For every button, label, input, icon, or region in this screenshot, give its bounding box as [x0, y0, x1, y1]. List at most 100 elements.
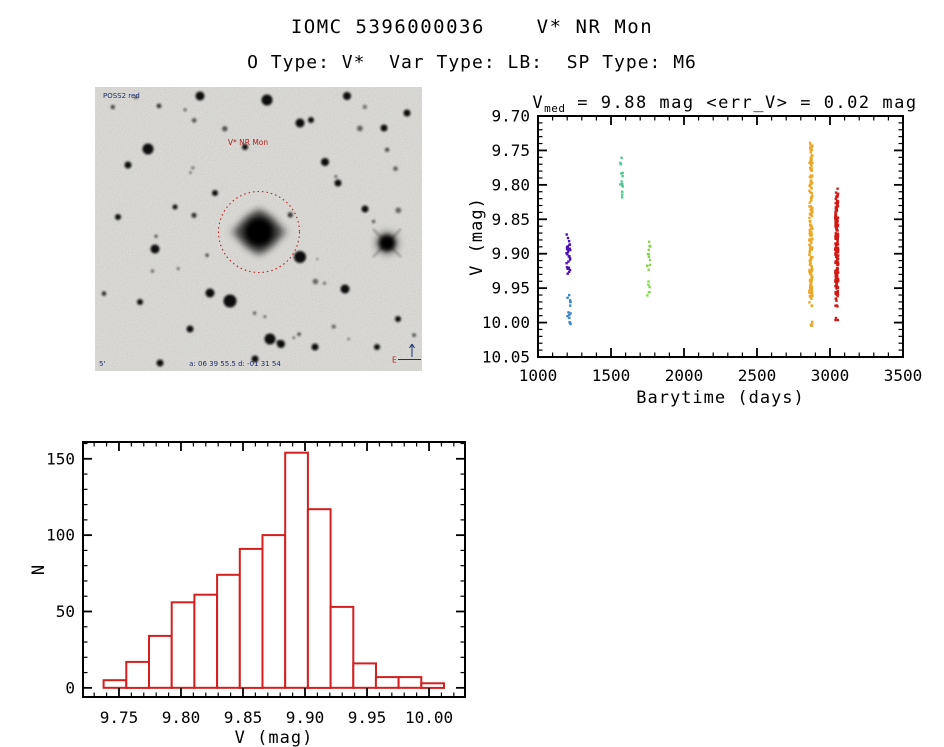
field-star [222, 126, 228, 132]
plot-frame [537, 115, 904, 358]
field-star [156, 103, 162, 109]
field-star [223, 294, 237, 308]
field-star [101, 291, 107, 296]
histogram-bar [125, 660, 151, 689]
x-tick-label: 9.75 [100, 708, 139, 727]
histogram-bar [193, 593, 219, 689]
cluster-epoch-1a [565, 233, 572, 275]
histogram-bar [216, 573, 241, 689]
survey-label: POSS2 red [103, 92, 140, 100]
cluster-epoch-3 [646, 240, 652, 297]
star-field [101, 91, 416, 367]
histogram-bar [238, 547, 264, 689]
finder-chart-image: V* NR Mon POSS2 red 5' a: 06 39 55.5 d: -01… [95, 87, 422, 371]
field-star [212, 190, 218, 196]
x-tick-label: 3500 [884, 366, 923, 385]
field-star [294, 251, 306, 263]
field-star [357, 125, 363, 132]
y-axis-label: N [29, 564, 49, 575]
field-star [134, 95, 138, 99]
field-star [343, 92, 351, 100]
field-star [183, 108, 187, 112]
field-star [362, 104, 367, 109]
cluster-epoch-4 [808, 141, 814, 327]
field-star [403, 109, 411, 117]
field-star [176, 267, 180, 270]
field-star [110, 104, 115, 110]
field-star [195, 91, 205, 101]
field-star [150, 244, 160, 254]
x-tick-label: 9.85 [224, 708, 263, 727]
star-core [246, 219, 272, 245]
axis-ticks [83, 442, 465, 697]
y-tick-label: 10.05 [482, 348, 530, 367]
x-tick-label: 3000 [811, 366, 850, 385]
field-star [172, 204, 178, 210]
field-star [189, 171, 192, 174]
x-tick-label: 9.90 [286, 708, 325, 727]
field-star [191, 166, 195, 170]
plot-title: Vmed = 9.88 mag <err_V> = 0.02 mag [532, 93, 917, 115]
field-star [384, 147, 390, 152]
histogram-bar [148, 634, 173, 689]
field-star [334, 175, 338, 178]
y-tick-label: 9.85 [491, 210, 530, 229]
field-star [334, 179, 342, 187]
x-tick-label: 2000 [665, 366, 704, 385]
histogram-bar [397, 676, 423, 689]
star-core [379, 235, 395, 251]
field-star [292, 336, 295, 339]
field-star [312, 278, 319, 285]
y-tick-label: 0 [65, 678, 75, 697]
compass-icon [398, 343, 421, 360]
target-circle [217, 190, 301, 274]
plot-frame [82, 441, 466, 698]
cluster-epoch-5 [834, 187, 840, 322]
field-star [276, 340, 281, 344]
field-star [323, 281, 326, 285]
field-star [137, 299, 143, 305]
y-tick-label: 100 [46, 526, 75, 545]
y-axis-label: V (mag) [467, 197, 487, 276]
field-star [205, 288, 215, 298]
y-tick-label: 9.90 [491, 244, 530, 263]
axis-minor-ticks [83, 442, 465, 697]
axis-minor-ticks [538, 116, 903, 357]
field-star [242, 144, 248, 150]
field-star [264, 333, 276, 345]
y-tick-label: 150 [46, 449, 75, 468]
field-star [115, 214, 121, 220]
field-star [186, 325, 194, 333]
histogram-bar [284, 451, 309, 689]
field-star [287, 212, 293, 218]
x-tick-label: 2500 [738, 366, 777, 385]
field-star [393, 166, 398, 172]
field-star [154, 234, 158, 238]
east-label: E [392, 356, 397, 365]
scatter-points [565, 141, 840, 327]
field-star [191, 118, 197, 123]
field-star [253, 311, 257, 315]
page-title: IOMC 5396000036 V* NR Mon [290, 16, 654, 38]
field-star [142, 143, 154, 155]
histogram-bar [170, 601, 196, 689]
field-star [321, 158, 329, 166]
field-star [372, 220, 375, 223]
field-star [263, 315, 267, 318]
page-subtitle: O Type: V* Var Type: LB: SP Type: M6 [247, 52, 697, 73]
field-star [308, 117, 314, 123]
y-tick-label: 9.70 [491, 107, 530, 126]
field-star [395, 316, 401, 322]
field-star [316, 258, 319, 261]
histogram-bar [374, 676, 400, 689]
histogram-bar [420, 682, 445, 689]
field-star [361, 205, 369, 213]
field-star [150, 269, 155, 273]
field-star [266, 99, 270, 102]
scale-label: 5' [99, 360, 105, 368]
field-star [340, 284, 350, 294]
histogram-bar [329, 605, 355, 689]
field-star [191, 212, 197, 218]
x-axis-label: Barytime (days) [636, 388, 805, 408]
